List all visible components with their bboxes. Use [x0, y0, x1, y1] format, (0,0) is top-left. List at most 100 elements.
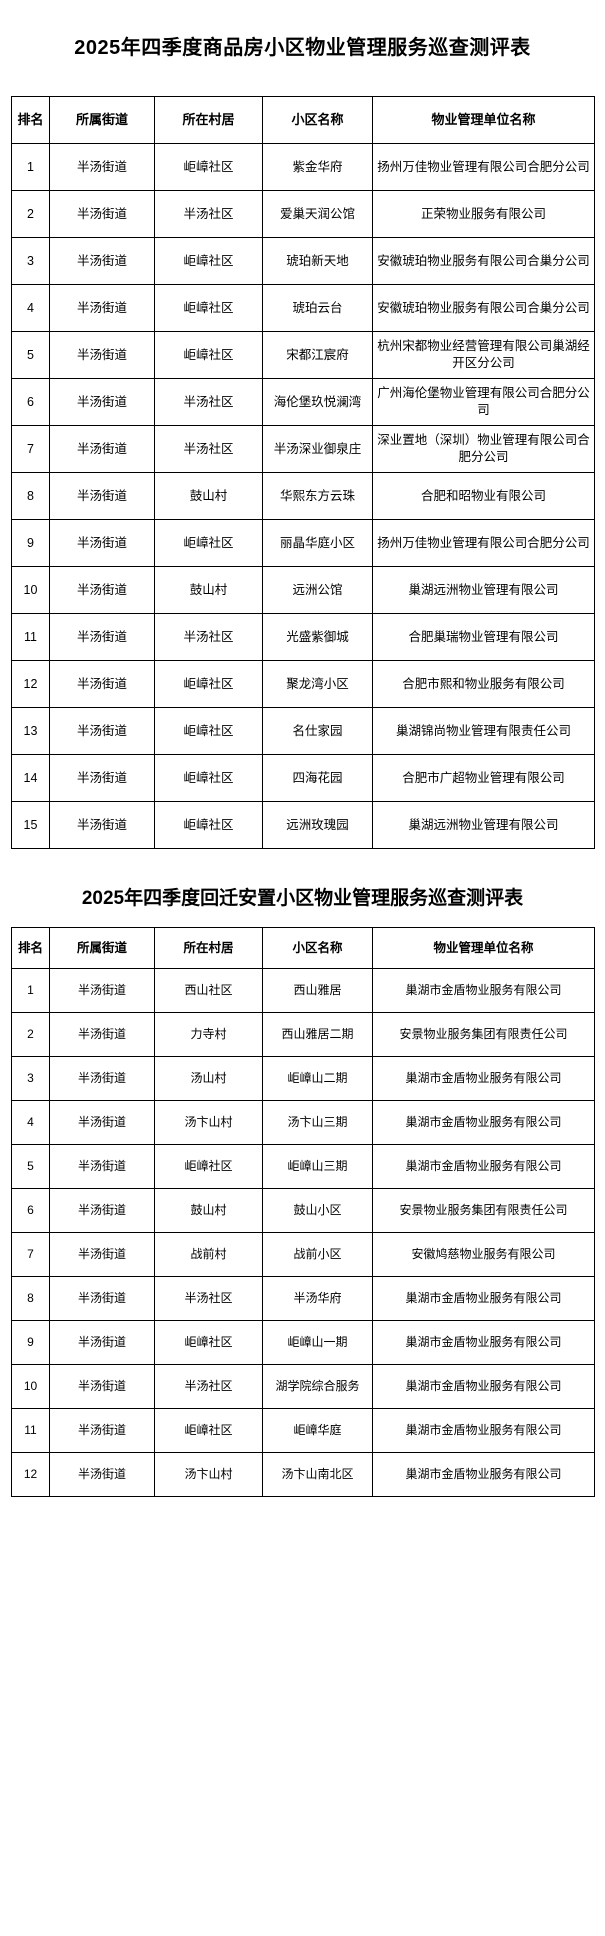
cell-street: 半汤街道: [49, 754, 155, 802]
table-row: 12 半汤街道 岠嶂社区 聚龙湾小区 合肥市熙和物业服务有限公司: [11, 660, 595, 708]
cell-village: 岠嶂社区: [154, 707, 263, 755]
cell-company: 巢湖远洲物业管理有限公司: [372, 566, 595, 614]
cell-company: 安徽鸠慈物业服务有限公司: [372, 1232, 595, 1277]
cell-street: 半汤街道: [49, 284, 155, 332]
cell-estate: 琥珀云台: [262, 284, 373, 332]
cell-estate: 岠嶂山三期: [262, 1144, 373, 1189]
cell-estate: 丽晶华庭小区: [262, 519, 373, 567]
cell-company: 安景物业服务集团有限责任公司: [372, 1188, 595, 1233]
table1-body: 1 半汤街道 岠嶂社区 紫金华府 扬州万佳物业管理有限公司合肥分公司 2 半汤街道 半汤社区爱…: [11, 143, 595, 849]
cell-street: 半汤街道: [49, 1056, 155, 1101]
cell-street: 半汤街道: [49, 1320, 155, 1365]
cell-village: 岠嶂社区: [154, 331, 263, 379]
cell-rank: 6: [11, 378, 50, 426]
cell-rank: 3: [11, 237, 50, 285]
cell-street: 半汤街道: [49, 1364, 155, 1409]
table-row: 6 半汤街道 半汤社区 海伦堡玖悦澜湾 广州海伦堡物业管理有限公司合肥分公司: [11, 378, 595, 426]
section-commercial-housing: 2025年四季度商品房小区物业管理服务巡查测评表 排名 所属街道 所在村居 小区…: [0, 0, 605, 849]
cell-estate: 光盛紫御城: [262, 613, 373, 661]
cell-rank: 1: [11, 143, 50, 191]
cell-estate: 战前小区: [262, 1232, 373, 1277]
cell-company: 巢湖市金盾物业服务有限公司: [372, 1408, 595, 1453]
cell-company: 巢湖市金盾物业服务有限公司: [372, 1320, 595, 1365]
cell-company: 巢湖市金盾物业服务有限公司: [372, 1452, 595, 1497]
cell-village: 岠嶂社区: [154, 237, 263, 285]
cell-company: 安景物业服务集团有限责任公司: [372, 1012, 595, 1057]
table-row: 10 半汤街道 鼓山村 远洲公馆 巢湖远洲物业管理有限公司: [11, 566, 595, 614]
cell-company: 安徽琥珀物业服务有限公司合巢分公司: [372, 284, 595, 332]
table-row: 9 半汤街道 岠嶂社区 丽晶华庭小区 扬州万佳物业管理有限公司合肥分公司: [11, 519, 595, 567]
cell-street: 半汤街道: [49, 566, 155, 614]
col-header-company: 物业管理单位名称: [372, 96, 595, 144]
col-header-village: 所在村居: [154, 96, 263, 144]
cell-street: 半汤街道: [49, 613, 155, 661]
table-row: 2 半汤街道 力寺村 西山雅居二期 安景物业服务集团有限责任公司: [11, 1012, 595, 1057]
table-row: 5 半汤街道 岠嶂社区 宋都江宸府 杭州宋都物业经营管理有限公司巢湖经开区分公司: [11, 331, 595, 379]
cell-rank: 5: [11, 1144, 50, 1189]
cell-rank: 7: [11, 1232, 50, 1277]
cell-estate: 爱巢天润公馆: [262, 190, 373, 238]
cell-estate: 鼓山小区: [262, 1188, 373, 1233]
cell-village: 汤卞山村: [154, 1100, 263, 1145]
cell-street: 半汤街道: [49, 1012, 155, 1057]
cell-estate: 四海花园: [262, 754, 373, 802]
table2-title: 2025年四季度回迁安置小区物业管理服务巡查测评表: [81, 887, 524, 909]
cell-village: 岠嶂社区: [154, 143, 263, 191]
table-row: 3 半汤街道 岠嶂社区 琥珀新天地 安徽琥珀物业服务有限公司合巢分公司: [11, 237, 595, 285]
table2-header-row: 排名 所属街道 所在村居 小区名称 物业管理单位名称: [11, 927, 595, 969]
table1-header-row: 排名 所属街道 所在村居 小区名称 物业管理单位名称: [11, 96, 595, 144]
table-row: 9 半汤街道 岠嶂社区 岠嶂山一期 巢湖市金盾物业服务有限公司: [11, 1320, 595, 1365]
cell-village: 半汤社区: [154, 1364, 263, 1409]
cell-street: 半汤街道: [49, 190, 155, 238]
table-row: 3 半汤街道 汤山村 岠嶂山二期 巢湖市金盾物业服务有限公司: [11, 1056, 595, 1101]
cell-rank: 4: [11, 284, 50, 332]
cell-rank: 5: [11, 331, 50, 379]
cell-company: 杭州宋都物业经营管理有限公司巢湖经开区分公司: [372, 331, 595, 379]
cell-company: 扬州万佳物业管理有限公司合肥分公司: [372, 143, 595, 191]
cell-street: 半汤街道: [49, 1276, 155, 1321]
table-row: 14 半汤街道 岠嶂社区 四海花园 合肥市广超物业管理有限公司: [11, 754, 595, 802]
cell-company: 巢湖远洲物业管理有限公司: [372, 801, 595, 849]
cell-rank: 15: [11, 801, 50, 849]
cell-rank: 3: [11, 1056, 50, 1101]
cell-company: 合肥和昭物业有限公司: [372, 472, 595, 520]
cell-company: 巢湖市金盾物业服务有限公司: [372, 1364, 595, 1409]
cell-rank: 13: [11, 707, 50, 755]
cell-rank: 11: [11, 1408, 50, 1453]
cell-village: 鼓山村: [154, 472, 263, 520]
cell-company: 合肥市熙和物业服务有限公司: [372, 660, 595, 708]
col-header-company: 物业管理单位名称: [372, 927, 595, 969]
cell-company: 巢湖市金盾物业服务有限公司: [372, 1276, 595, 1321]
table-row: 1 半汤街道 岠嶂社区 紫金华府 扬州万佳物业管理有限公司合肥分公司: [11, 143, 595, 191]
cell-estate: 半汤华府: [262, 1276, 373, 1321]
table-row: 8 半汤街道 鼓山村 华熙东方云珠 合肥和昭物业有限公司: [11, 472, 595, 520]
cell-rank: 1: [11, 968, 50, 1013]
table-row: 4 半汤街道 岠嶂社区 琥珀云台 安徽琥珀物业服务有限公司合巢分公司: [11, 284, 595, 332]
table1-title: 2025年四季度商品房小区物业管理服务巡查测评表: [74, 37, 531, 59]
col-header-rank: 排名: [11, 96, 50, 144]
cell-village: 半汤社区: [154, 425, 263, 473]
section-resettlement-housing: 2025年四季度回迁安置小区物业管理服务巡查测评表 排名 所属街道 所在村居 小…: [0, 871, 605, 1497]
table-row: 13 半汤街道 岠嶂社区 名仕家园 巢湖锦尚物业管理有限责任公司: [11, 707, 595, 755]
cell-village: 西山社区: [154, 968, 263, 1013]
cell-estate: 远洲公馆: [262, 566, 373, 614]
cell-village: 岠嶂社区: [154, 284, 263, 332]
cell-street: 半汤街道: [49, 378, 155, 426]
cell-rank: 10: [11, 1364, 50, 1409]
table2-head: 排名 所属街道 所在村居 小区名称 物业管理单位名称: [11, 927, 595, 969]
col-header-estate: 小区名称: [262, 96, 373, 144]
cell-street: 半汤街道: [49, 968, 155, 1013]
table-row: 10 半汤街道 半汤社区 湖学院综合服务 巢湖市金盾物业服务有限公司: [11, 1364, 595, 1409]
col-header-estate: 小区名称: [262, 927, 373, 969]
cell-rank: 6: [11, 1188, 50, 1233]
cell-street: 半汤街道: [49, 143, 155, 191]
cell-rank: 8: [11, 1276, 50, 1321]
table2-title-band: 2025年四季度回迁安置小区物业管理服务巡查测评表: [0, 871, 605, 927]
cell-rank: 14: [11, 754, 50, 802]
cell-village: 半汤社区: [154, 378, 263, 426]
cell-estate: 岠嶂华庭: [262, 1408, 373, 1453]
cell-rank: 7: [11, 425, 50, 473]
cell-company: 巢湖市金盾物业服务有限公司: [372, 1100, 595, 1145]
cell-estate: 宋都江宸府: [262, 331, 373, 379]
cell-village: 汤山村: [154, 1056, 263, 1101]
